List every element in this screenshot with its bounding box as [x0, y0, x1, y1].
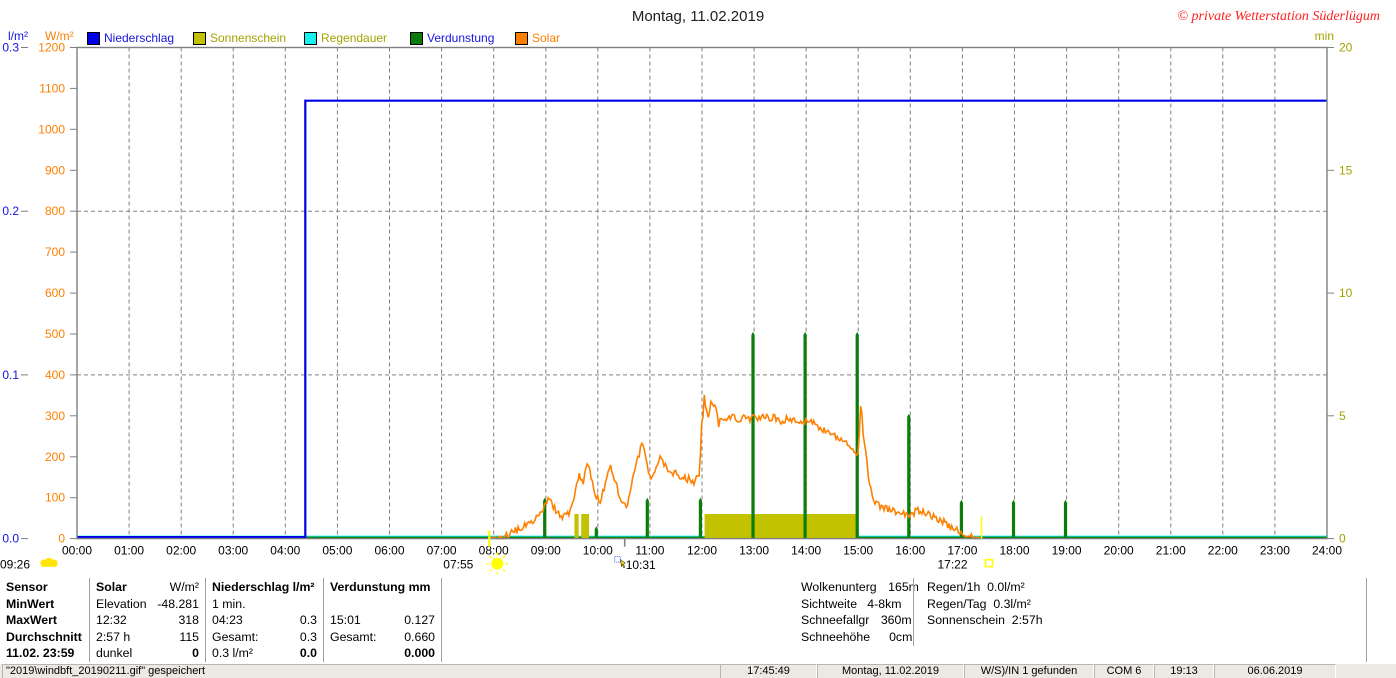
svg-text:12:00: 12:00 — [687, 544, 717, 558]
svg-text:1000: 1000 — [38, 122, 65, 136]
svg-text:09:00: 09:00 — [531, 544, 561, 558]
svg-text:15: 15 — [1339, 163, 1353, 177]
svg-text:21:00: 21:00 — [1156, 544, 1186, 558]
svg-text:00:00: 00:00 — [62, 544, 92, 558]
svg-text:400: 400 — [45, 368, 65, 382]
svg-text:900: 900 — [45, 163, 65, 177]
svg-text:1200: 1200 — [38, 41, 65, 55]
svg-text:5: 5 — [1339, 409, 1346, 423]
svg-text:17:22: 17:22 — [938, 558, 968, 572]
svg-text:09:26: 09:26 — [0, 558, 30, 572]
svg-text:100: 100 — [45, 491, 65, 505]
svg-text:200: 200 — [45, 450, 65, 464]
svg-text:10:31: 10:31 — [626, 558, 656, 572]
svg-text:20: 20 — [1339, 41, 1353, 55]
svg-text:02:00: 02:00 — [166, 544, 196, 558]
svg-text:300: 300 — [45, 409, 65, 423]
svg-text:03:00: 03:00 — [218, 544, 248, 558]
svg-text:0.3: 0.3 — [2, 41, 19, 55]
svg-text:1100: 1100 — [39, 81, 65, 95]
svg-text:18:00: 18:00 — [999, 544, 1029, 558]
svg-text:16:00: 16:00 — [895, 544, 925, 558]
svg-text:15:00: 15:00 — [843, 544, 873, 558]
svg-text:500: 500 — [45, 327, 65, 341]
svg-text:700: 700 — [45, 245, 65, 259]
svg-text:10: 10 — [1339, 286, 1353, 300]
svg-text:11:00: 11:00 — [635, 544, 664, 558]
svg-text:24:00: 24:00 — [1312, 544, 1342, 558]
svg-text:13:00: 13:00 — [739, 544, 769, 558]
svg-text:0.1: 0.1 — [2, 368, 19, 382]
svg-text:05:00: 05:00 — [322, 544, 352, 558]
svg-text:23:00: 23:00 — [1260, 544, 1290, 558]
svg-text:14:00: 14:00 — [791, 544, 821, 558]
svg-text:07:55: 07:55 — [443, 558, 473, 572]
svg-text:800: 800 — [45, 204, 65, 218]
svg-text:01:00: 01:00 — [114, 544, 144, 558]
svg-text:19:00: 19:00 — [1052, 544, 1082, 558]
svg-text:600: 600 — [45, 286, 65, 300]
svg-text:07:00: 07:00 — [427, 544, 457, 558]
svg-text:06:00: 06:00 — [374, 544, 404, 558]
svg-text:22:00: 22:00 — [1208, 544, 1238, 558]
svg-text:10:00: 10:00 — [583, 544, 613, 558]
svg-text:0.0: 0.0 — [2, 532, 19, 546]
svg-text:17:00: 17:00 — [947, 544, 977, 558]
svg-text:20:00: 20:00 — [1104, 544, 1134, 558]
svg-text:04:00: 04:00 — [270, 544, 300, 558]
svg-text:0.2: 0.2 — [2, 204, 19, 218]
